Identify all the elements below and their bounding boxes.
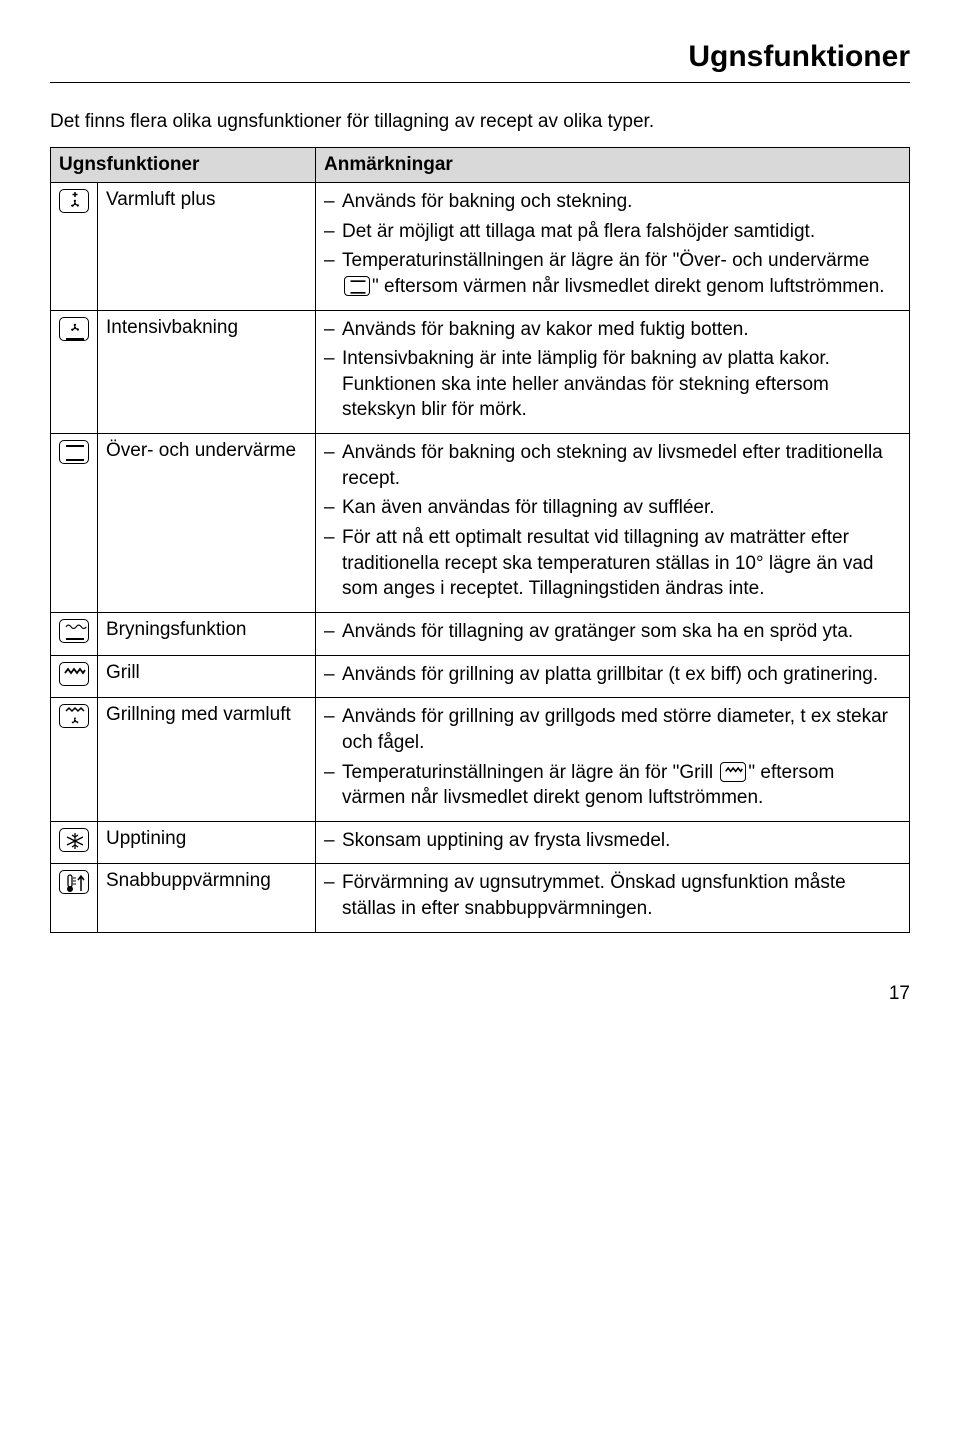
function-name: Över- och undervärme <box>98 434 316 613</box>
note-item: Kan även användas för tillagning av suff… <box>324 495 901 521</box>
function-icon-cell <box>51 864 98 932</box>
function-notes-cell: Används för bakning och stekning. Det är … <box>316 183 910 311</box>
note-item: Används för bakning och stekning av livs… <box>324 440 901 491</box>
intro-text: Det finns flera olika ugnsfunktioner för… <box>50 111 910 133</box>
function-icon-cell <box>51 434 98 613</box>
function-notes-cell: Används för tillagning av gratänger som … <box>316 612 910 655</box>
upptining-icon <box>59 828 89 852</box>
table-row: Intensivbakning Används för bakning av ka… <box>51 310 910 434</box>
functions-table: Ugnsfunktioner Anmärkningar Varmluft plu… <box>50 147 910 933</box>
function-icon-cell <box>51 821 98 864</box>
intensivbakning-icon <box>59 317 89 341</box>
function-name: Upptining <box>98 821 316 864</box>
note-item: Används för grillning av platta grillbit… <box>324 662 901 688</box>
function-name: Snabbuppvärmning <box>98 864 316 932</box>
note-item: Det är möjligt att tillaga mat på flera … <box>324 219 901 245</box>
note-item: Används för tillagning av gratänger som … <box>324 619 901 645</box>
table-row: Över- och undervärmeAnvänds för bakning … <box>51 434 910 613</box>
function-name: Grill <box>98 655 316 698</box>
function-notes-cell: Förvärmning av ugnsutrymmet. Önskad ugns… <box>316 864 910 932</box>
table-row: SnabbuppvärmningFörvärmning av ugnsutrym… <box>51 864 910 932</box>
function-icon-cell <box>51 310 98 434</box>
function-notes-cell: Används för bakning av kakor med fuktig … <box>316 310 910 434</box>
function-name: Grillning med varmluft <box>98 698 316 822</box>
snabbuppvarmning-icon <box>59 870 89 894</box>
table-row: Upptining Skonsam upptining av frysta liv… <box>51 821 910 864</box>
over-under-icon <box>59 440 89 464</box>
note-item: Används för grillning av grillgods med s… <box>324 704 901 755</box>
note-text-pre: Temperaturinställningen är lägre än för … <box>342 762 718 783</box>
note-text-pre: Temperaturinställningen är lägre än för … <box>342 250 869 271</box>
function-notes-cell: Används för bakning och stekning av livs… <box>316 434 910 613</box>
over-under-icon <box>344 276 370 296</box>
note-item: Temperaturinställningen är lägre än för … <box>324 760 901 811</box>
note-item: Används för bakning och stekning. <box>324 189 901 215</box>
function-icon-cell <box>51 698 98 822</box>
grill-varmluft-icon <box>59 704 89 728</box>
note-item: Förvärmning av ugnsutrymmet. Önskad ugns… <box>324 870 901 921</box>
function-name: Varmluft plus <box>98 183 316 311</box>
function-icon-cell <box>51 612 98 655</box>
note-item: Intensivbakning är inte lämplig för bakn… <box>324 346 901 423</box>
function-icon-cell <box>51 183 98 311</box>
page-title: Ugnsfunktioner <box>50 40 910 83</box>
function-name: Intensivbakning <box>98 310 316 434</box>
note-text-post: " eftersom värmen når livsmedlet direkt … <box>372 276 885 297</box>
varmluft-plus-icon <box>59 189 89 213</box>
table-row: Bryningsfunktion Används för tillagning a… <box>51 612 910 655</box>
table-row: Varmluft plusAnvänds för bakning och ste… <box>51 183 910 311</box>
function-notes-cell: Används för grillning av grillgods med s… <box>316 698 910 822</box>
function-icon-cell <box>51 655 98 698</box>
note-item: Temperaturinställningen är lägre än för … <box>324 248 901 299</box>
table-row: Grillning med varmluftAnvänds för grilln… <box>51 698 910 822</box>
grill-icon <box>59 662 89 686</box>
table-row: Grill Används för grillning av platta gri… <box>51 655 910 698</box>
bryning-icon <box>59 619 89 643</box>
function-name: Bryningsfunktion <box>98 612 316 655</box>
page-number: 17 <box>50 983 910 1005</box>
col-header-functions: Ugnsfunktioner <box>51 148 316 183</box>
grill-icon <box>720 762 746 782</box>
note-item: Skonsam upptining av frysta livsmedel. <box>324 828 901 854</box>
note-item: Används för bakning av kakor med fuktig … <box>324 317 901 343</box>
col-header-notes: Anmärkningar <box>316 148 910 183</box>
function-notes-cell: Används för grillning av platta grillbit… <box>316 655 910 698</box>
function-notes-cell: Skonsam upptining av frysta livsmedel. <box>316 821 910 864</box>
note-item: För att nå ett optimalt resultat vid til… <box>324 525 901 602</box>
